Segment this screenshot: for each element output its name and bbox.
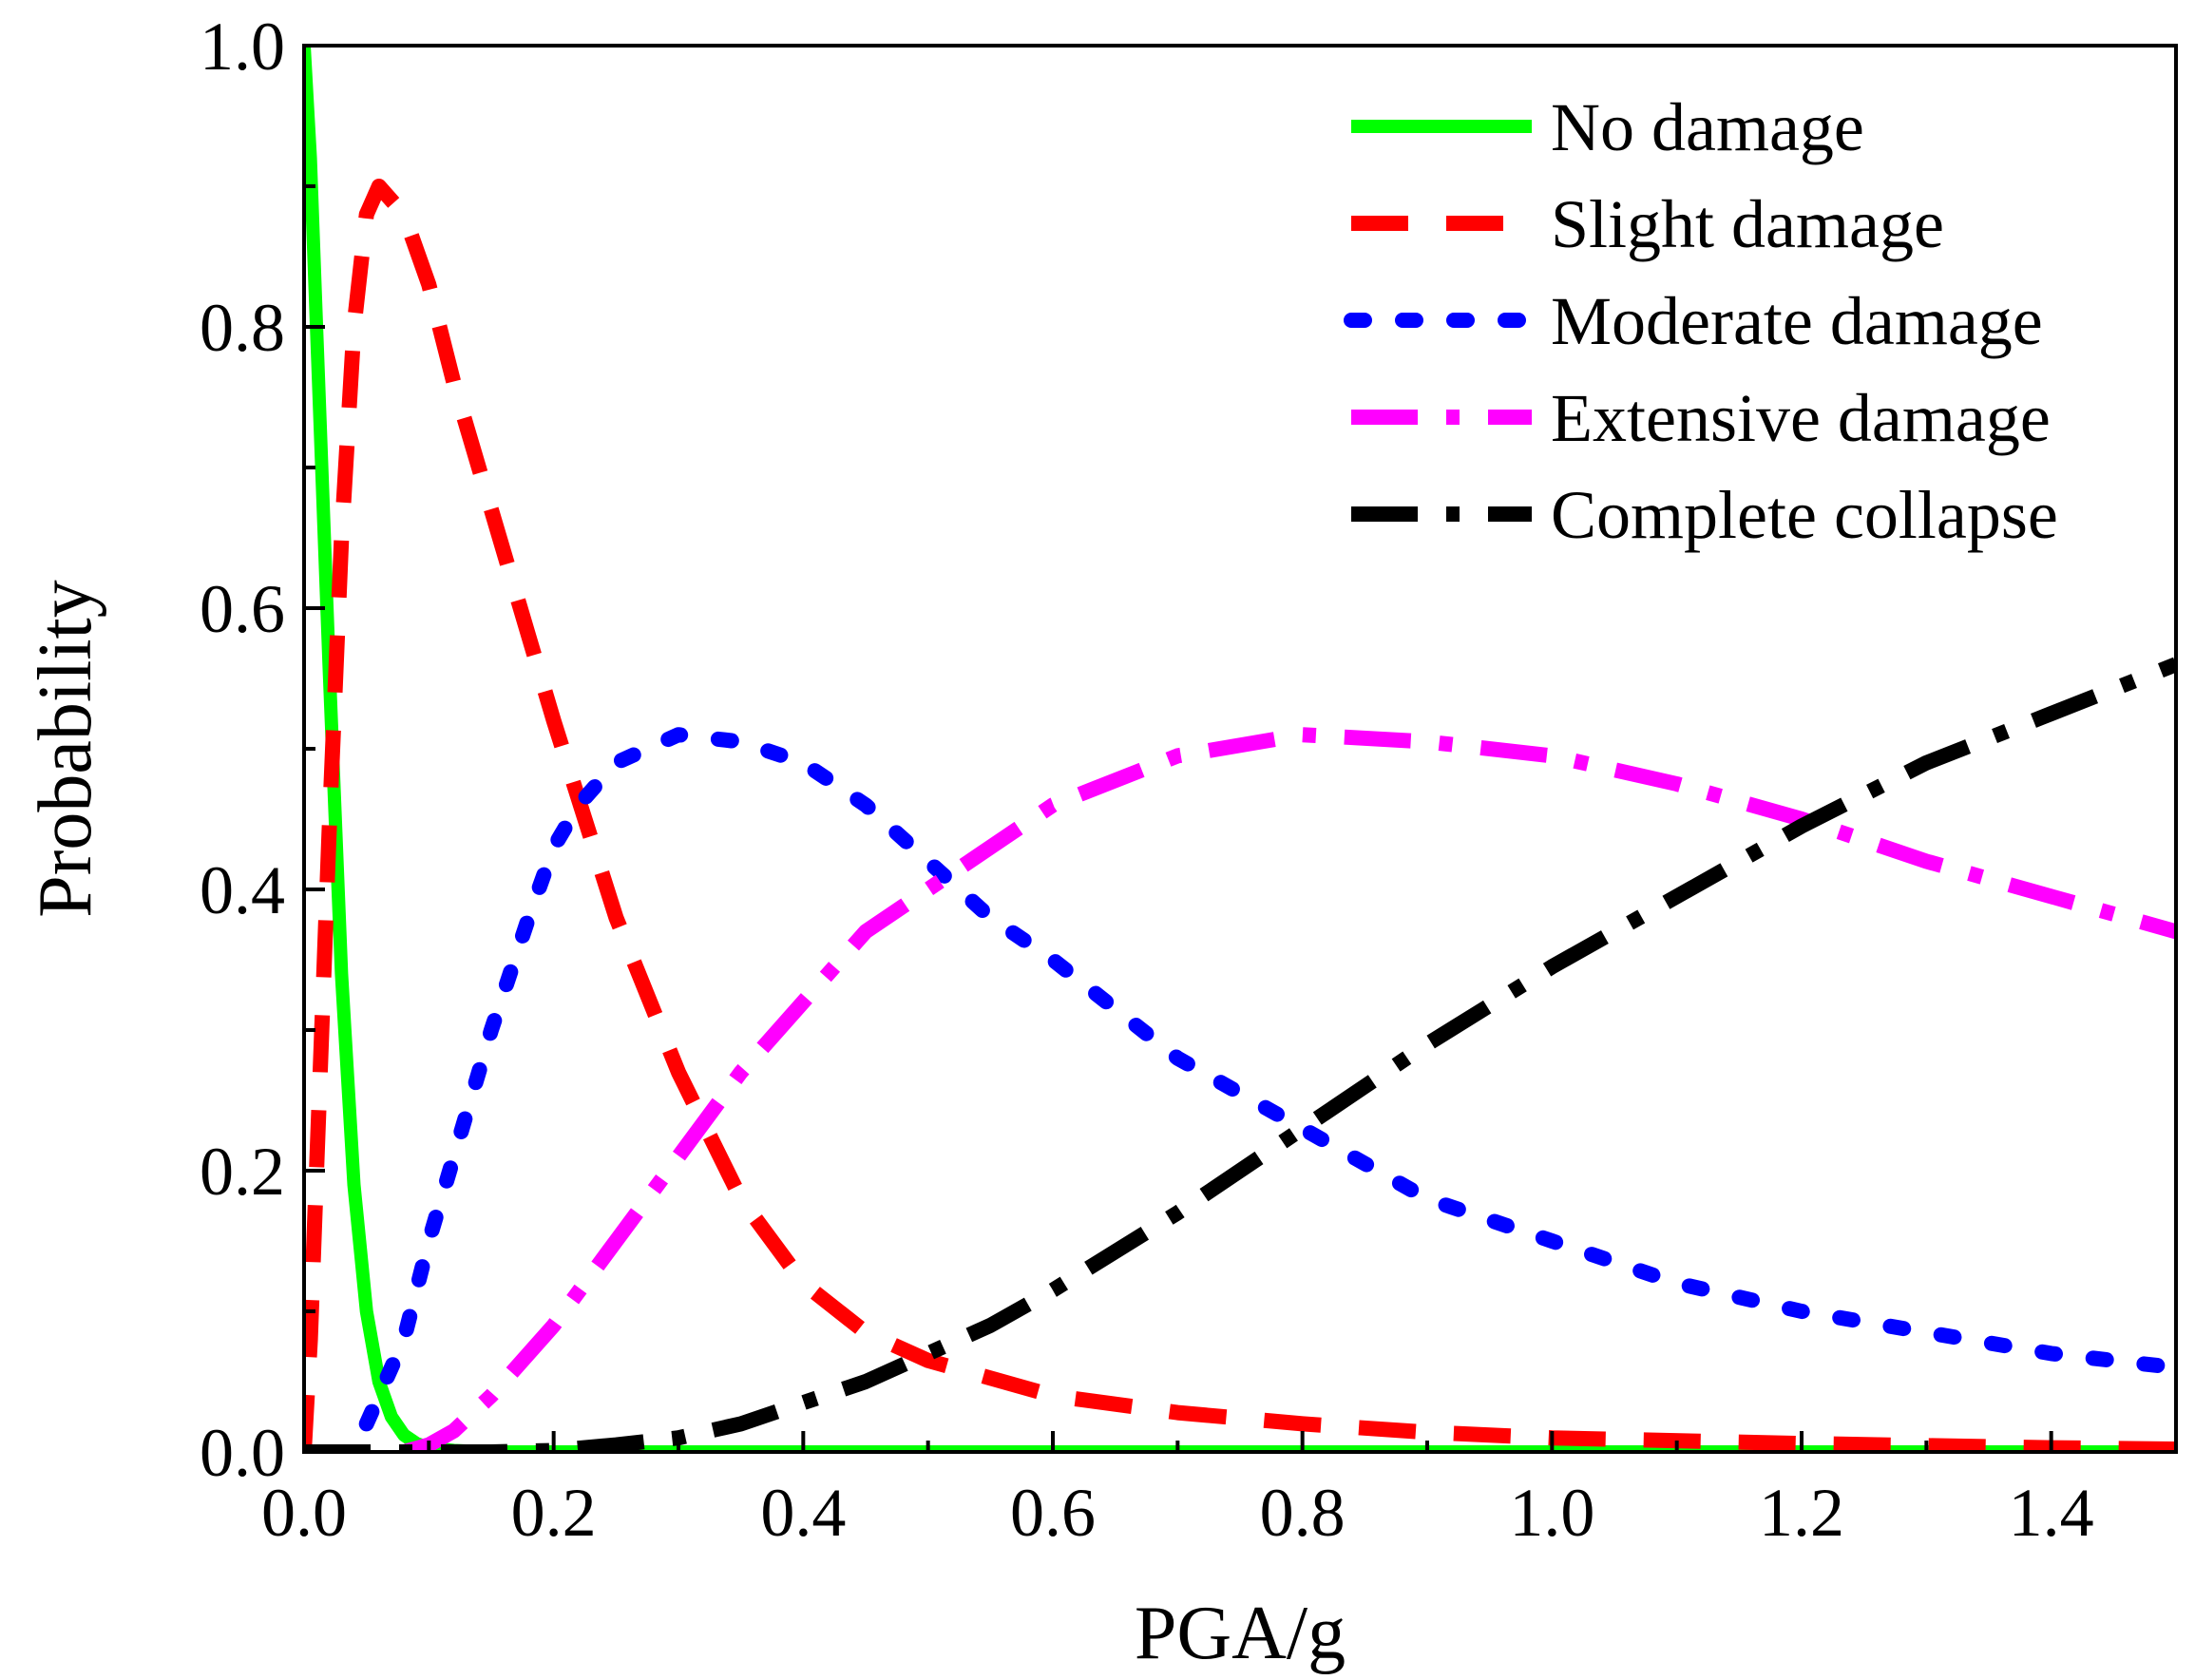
x-tick-label: 0.2 xyxy=(511,1475,597,1551)
y-tick-label: 0.0 xyxy=(200,1415,285,1491)
y-tick-label: 0.2 xyxy=(200,1134,285,1210)
legend-label: No damage xyxy=(1551,89,1864,165)
legend-label: Extensive damage xyxy=(1551,380,2051,456)
y-tick-label: 1.0 xyxy=(200,9,285,85)
y-axis-ticks: 0.0 0.2 0.4 0.6 0.8 1.0 xyxy=(200,9,325,1491)
legend-label: Slight damage xyxy=(1551,186,1944,262)
x-tick-label: 1.0 xyxy=(1509,1475,1594,1551)
y-tick-label: 0.4 xyxy=(200,852,285,928)
legend: No damage Slight damage Moderate damage Ext… xyxy=(1344,89,2058,553)
series-layer xyxy=(304,46,2176,1452)
y-tick-label: 0.6 xyxy=(200,571,285,647)
series-line-complete-collapse xyxy=(304,657,2176,1452)
x-tick-label: 1.4 xyxy=(2009,1475,2094,1551)
series-line-extensive-damage xyxy=(401,727,2176,1452)
y-tick-label: 0.8 xyxy=(200,290,285,366)
x-axis-ticks: 0.0 0.2 0.4 0.6 0.8 1.0 1.2 1.4 xyxy=(261,1431,2178,1551)
series-line-slight-damage xyxy=(304,179,2176,1452)
x-tick-label: 0.6 xyxy=(1010,1475,1096,1551)
legend-label: Moderate damage xyxy=(1551,283,2043,359)
x-tick-label: 0.8 xyxy=(1260,1475,1346,1551)
legend-label: Complete collapse xyxy=(1551,477,2058,553)
x-tick-label: 0.4 xyxy=(760,1475,846,1551)
x-tick-label: 1.2 xyxy=(1759,1475,1844,1551)
x-tick-label: 0.0 xyxy=(261,1475,347,1551)
y-axis-title: Probability xyxy=(24,580,107,918)
series-line-moderate-damage xyxy=(358,727,2176,1432)
x-axis-title: PGA/g xyxy=(1135,1592,1346,1675)
